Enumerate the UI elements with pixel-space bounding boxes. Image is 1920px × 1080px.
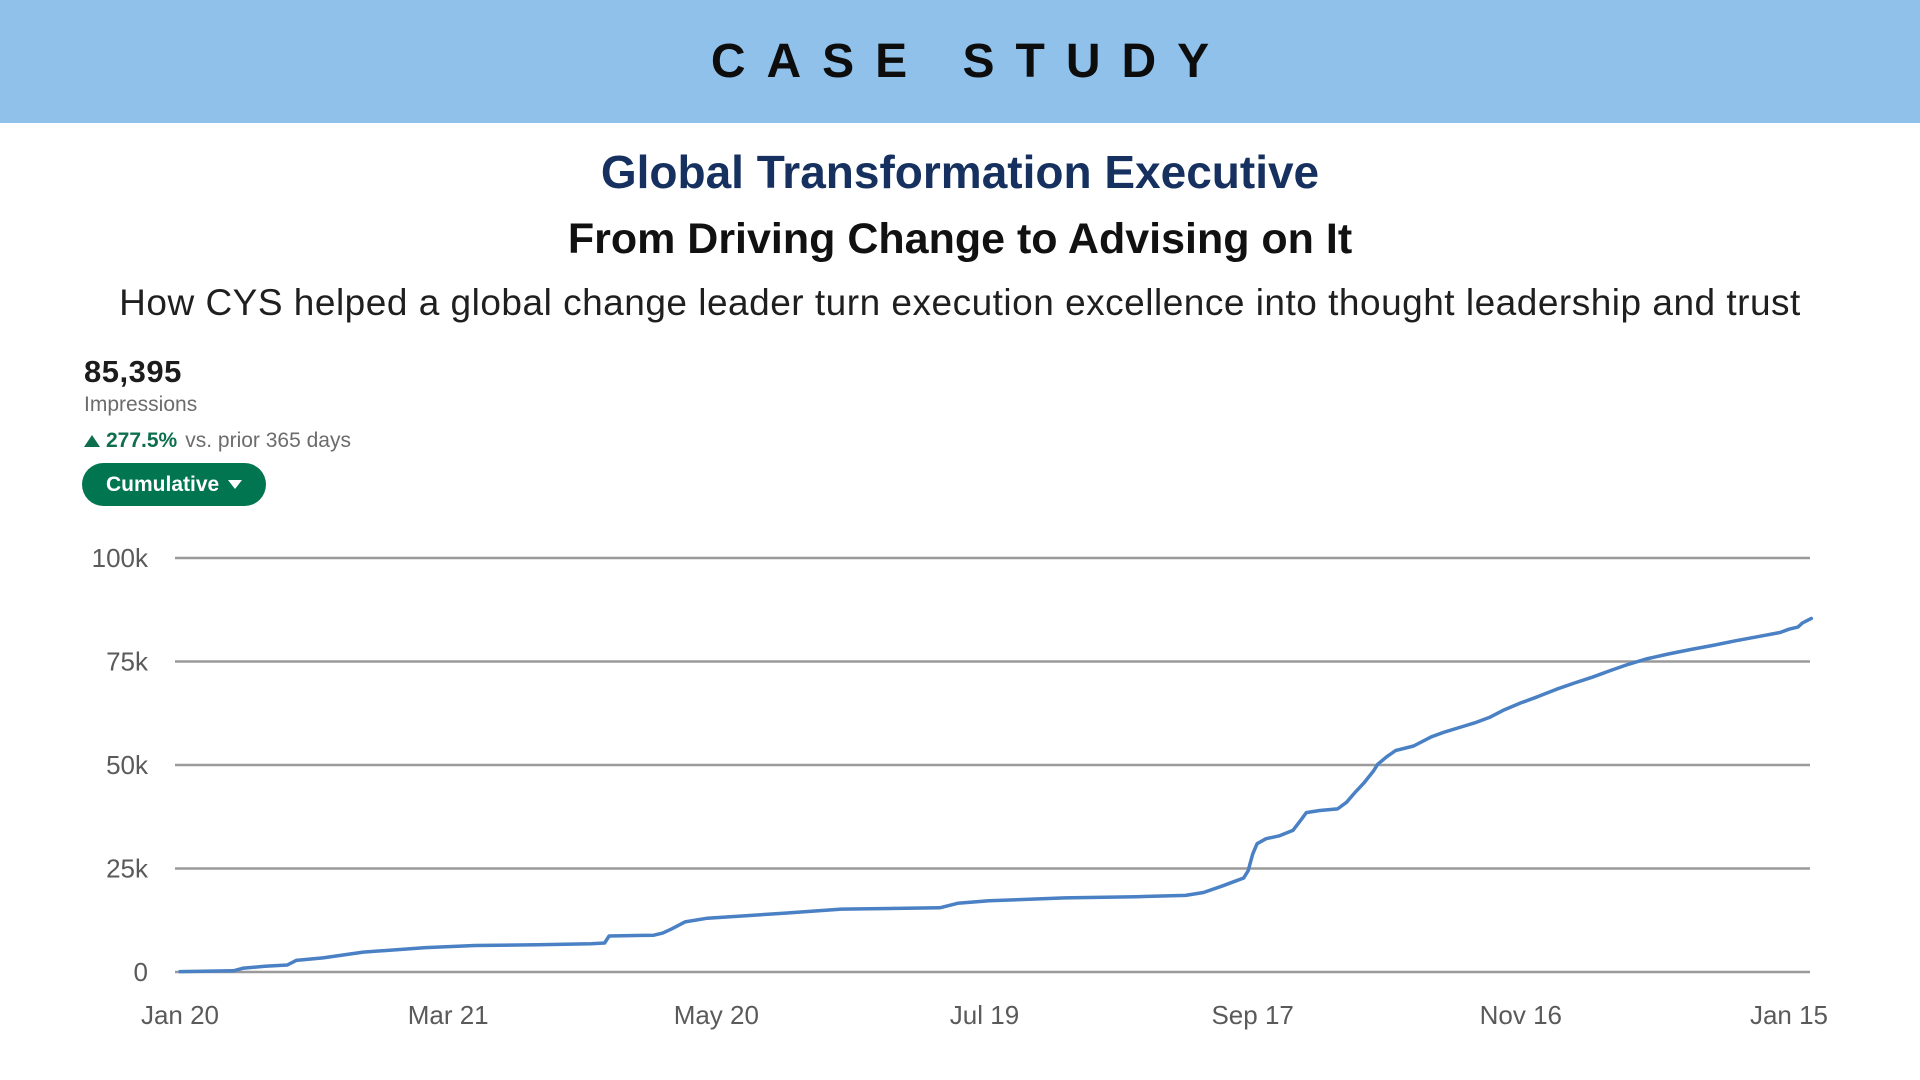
banner: CASE STUDY [0, 0, 1920, 123]
cumulative-impressions-line[interactable] [178, 616, 1814, 974]
y-axis-label-25k: 25k [106, 854, 149, 884]
x-axis-label-mar-21: Mar 21 [408, 1000, 489, 1030]
up-triangle-icon [84, 435, 100, 447]
x-axis-label-jan-20: Jan 20 [141, 1000, 219, 1030]
delta-row: 277.5% vs. prior 365 days [84, 429, 351, 453]
impressions-value: 85,395 [84, 354, 182, 389]
x-axis-label-nov-16: Nov 16 [1480, 1000, 1562, 1030]
banner-title: CASE STUDY [710, 35, 1231, 88]
caret-down-icon [228, 480, 243, 489]
y-axis-label-0: 0 [134, 957, 148, 987]
impressions-stats: 85,395 Impressions 277.5% vs. prior 365 … [84, 354, 351, 453]
y-axis-label-100k: 100k [92, 543, 149, 573]
y-axis-label-50k: 50k [106, 750, 149, 780]
y-axis-label-75k: 75k [106, 647, 149, 677]
delta-suffix: vs. prior 365 days [185, 429, 351, 452]
cumulative-dropdown-label: Cumulative [106, 472, 220, 496]
page-description: How CYS helped a global change leader tu… [119, 282, 1801, 323]
impressions-chart-svg[interactable]: 0 25k 50k 75k 100k Jan 20 Mar 21 May 20 Jul 19 Se… [0, 500, 1920, 1080]
page-subtitle: From Driving Change to Advising on It [567, 215, 1353, 263]
page-title: Global Transformation Executive [600, 146, 1320, 198]
x-axis-label-sep-17: Sep 17 [1211, 1000, 1293, 1030]
x-axis-label-jan-15: Jan 15 [1750, 1000, 1828, 1030]
cumulative-dropdown-button[interactable]: Cumulative [82, 463, 267, 506]
impressions-label: Impressions [84, 393, 198, 416]
x-axis-label-jul-19: Jul 19 [950, 1000, 1019, 1030]
x-axis-label-may-20: May 20 [674, 1000, 759, 1030]
delta-percent: 277.5% [106, 429, 178, 452]
headings: Global Transformation Executive From Dri… [0, 145, 1920, 324]
